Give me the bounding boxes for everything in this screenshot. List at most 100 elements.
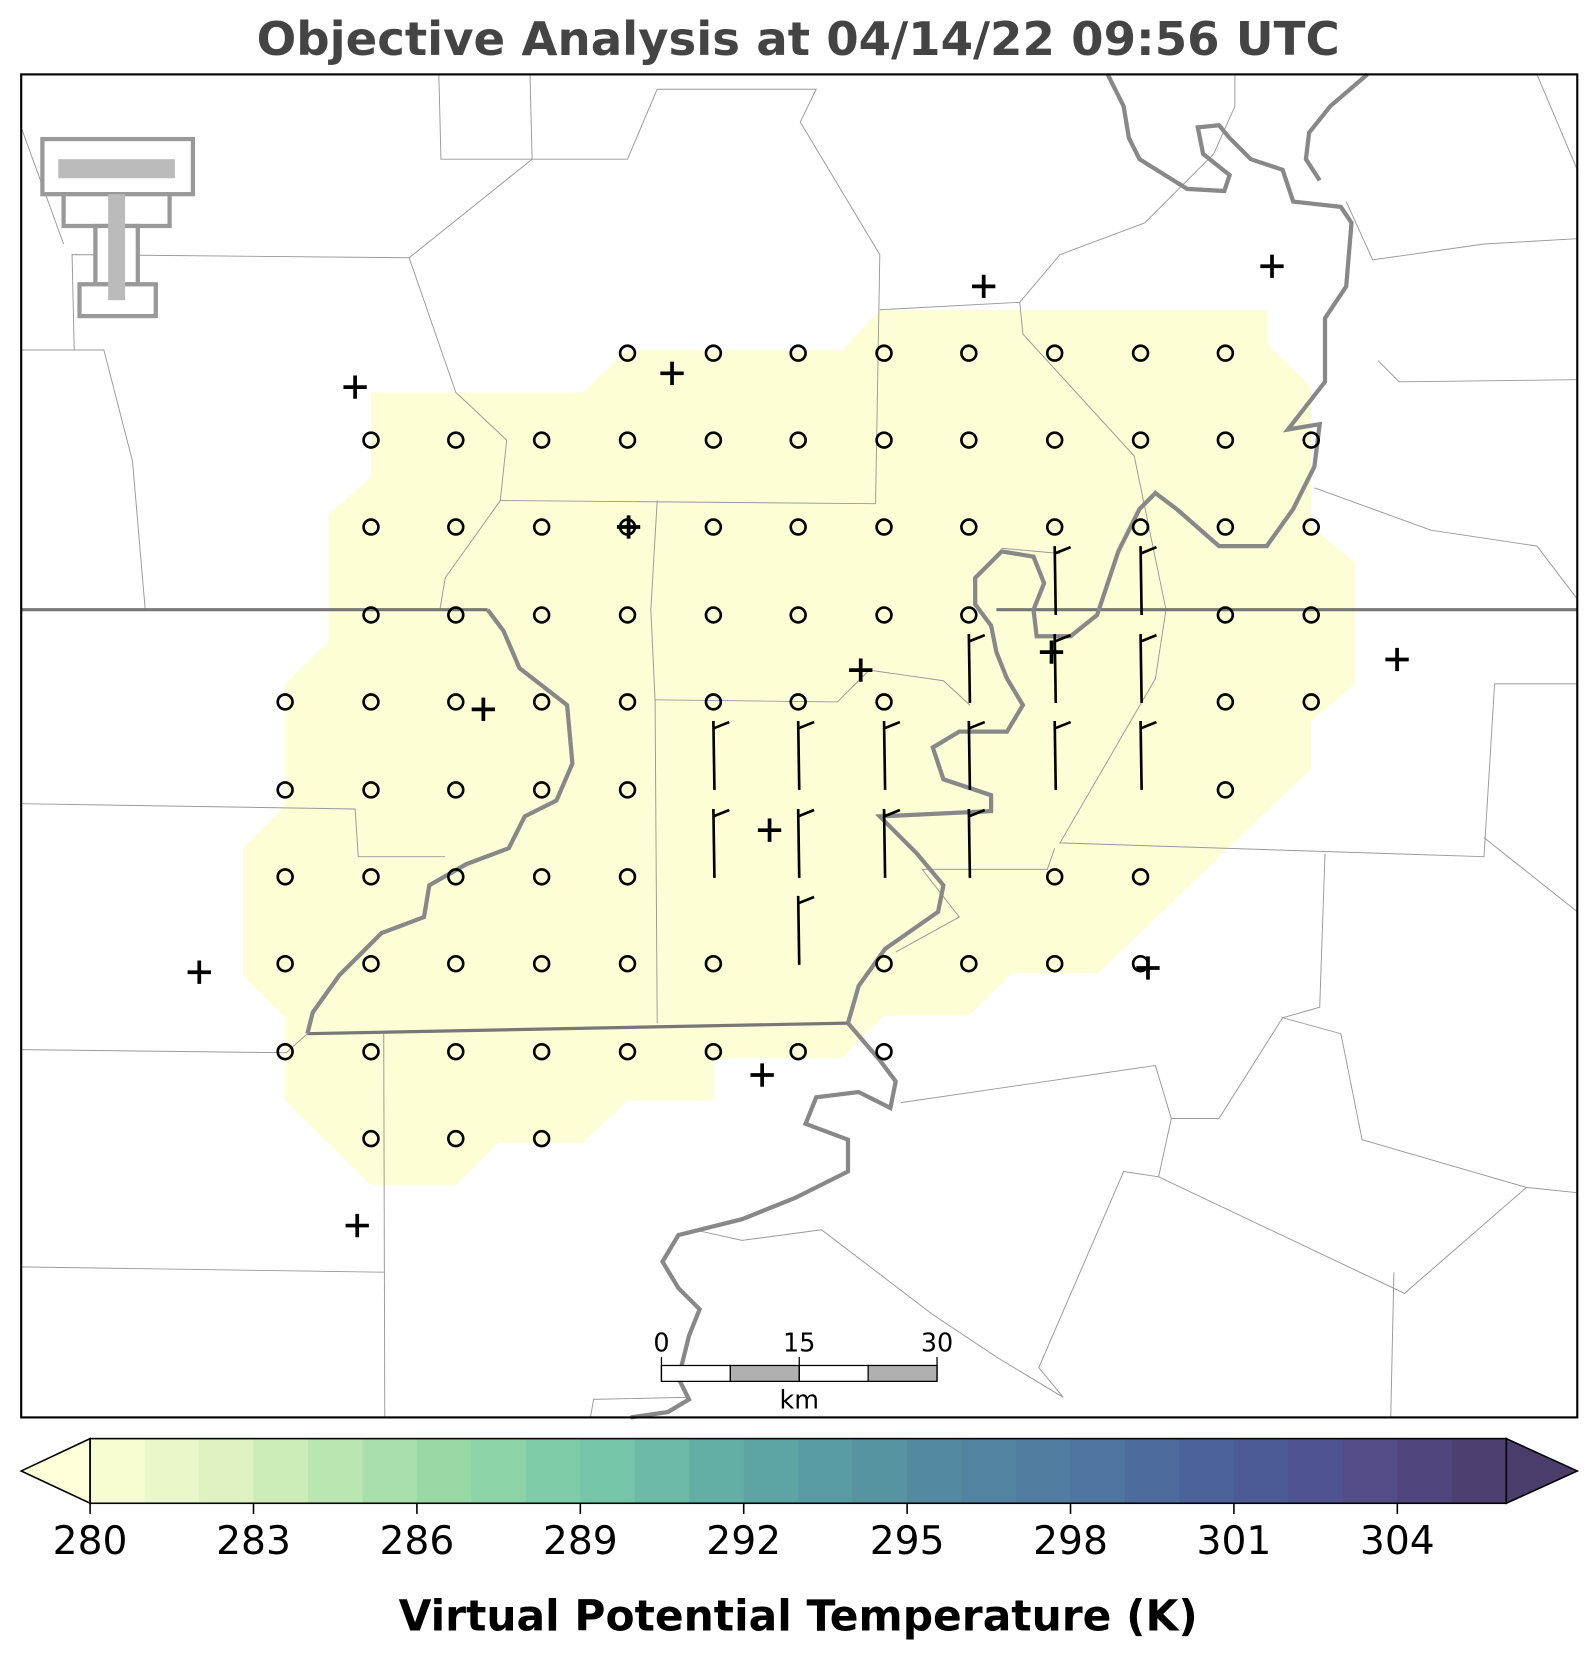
logo: [40, 136, 196, 319]
grid-point: [704, 1042, 723, 1061]
colorbar-bin: [253, 1438, 309, 1504]
colorbar-bin: [743, 1438, 799, 1504]
grid-point: [1302, 693, 1320, 711]
grid-point: [618, 606, 637, 624]
scale-segment: [660, 1364, 731, 1383]
colorbar-bin: [1233, 1438, 1289, 1504]
colorbar-tick-label: 286: [379, 1519, 454, 1564]
wind-barb: [796, 720, 801, 790]
station: [849, 658, 873, 682]
wind-barb-flag: [883, 808, 901, 818]
station: [616, 515, 641, 539]
grid-point: [362, 1129, 380, 1148]
colorbar-bin: [1179, 1438, 1235, 1504]
grid-point: [1131, 868, 1150, 886]
grid-point: [875, 606, 893, 624]
station: [1260, 254, 1284, 278]
colorbar-tick-label: 304: [1360, 1519, 1435, 1564]
scale-unit: km: [779, 1385, 819, 1415]
grid-point: [276, 781, 294, 799]
colorbar: 280 283 286 289 292 295 298 301 304: [19, 1437, 1580, 1564]
colorbar-bin: [798, 1438, 854, 1504]
colorbar-frame: [89, 1437, 1508, 1505]
grid-point: [1045, 518, 1064, 536]
grid-point: [875, 693, 893, 711]
grid-point: [362, 606, 380, 624]
grid-point: [1045, 868, 1064, 886]
colorbar-bin: [525, 1438, 581, 1504]
grid-point: [704, 518, 723, 536]
wind-barb-flag: [883, 720, 901, 730]
colorbar-tick-label: 301: [1197, 1519, 1272, 1564]
grid-point: [447, 868, 465, 886]
grid-point: [704, 431, 723, 449]
grid-point: [960, 431, 978, 449]
colorbar-bin: [1342, 1438, 1398, 1504]
grid-point: [532, 1042, 551, 1061]
colorbar-bin: [307, 1438, 363, 1504]
station: [750, 1063, 774, 1087]
colorbar-tick-label: 289: [543, 1519, 618, 1564]
grid-point: [447, 954, 465, 973]
grid-point: [447, 1042, 465, 1061]
wind-barb: [1139, 720, 1143, 790]
scale-segment: [798, 1364, 869, 1383]
colorbar-bin: [1288, 1438, 1344, 1504]
grid-point: [704, 954, 723, 973]
wind-barb-flag: [1140, 633, 1157, 643]
colorbar-bin: [362, 1438, 418, 1504]
station: [972, 274, 996, 299]
wind-barb-flag: [712, 808, 730, 818]
wind-barb-flag: [797, 895, 815, 905]
station: [187, 960, 211, 984]
grid-point: [618, 868, 637, 886]
wind-barb: [796, 895, 801, 965]
grid-point: [276, 868, 294, 886]
state-border: [307, 1021, 849, 1036]
map: 0 15 30 km: [20, 72, 1579, 1420]
grid-point: [1131, 344, 1150, 362]
grid-point: [618, 954, 637, 973]
grid-point: [362, 518, 380, 536]
grid-point: [447, 606, 465, 624]
grid-point: [447, 781, 465, 799]
scale-tick-label: 0: [653, 1327, 669, 1357]
wind-barb-flag: [1054, 545, 1072, 555]
grid-point: [618, 1042, 637, 1061]
wind-barb-flag: [797, 720, 815, 730]
grid-point: [1302, 431, 1320, 449]
grid-point: [276, 954, 294, 973]
wind-barb: [967, 634, 972, 704]
colorbar-tick-label: 298: [1033, 1519, 1108, 1564]
grid-point: [875, 518, 893, 536]
grid-point: [704, 693, 723, 711]
grid-point: [1302, 518, 1320, 536]
grid-point: [362, 1042, 380, 1061]
colorbar-bin: [852, 1438, 908, 1504]
wind-barb: [1053, 634, 1058, 704]
grid-point: [875, 954, 893, 973]
grid-point: [960, 606, 978, 624]
grid-point: [447, 693, 465, 711]
station: [757, 818, 782, 842]
grid-point: [618, 781, 637, 799]
colorbar-label: Virtual Potential Temperature (K): [399, 1591, 1198, 1640]
wind-barb: [712, 808, 716, 878]
colorbar-tick-label: 292: [706, 1519, 781, 1564]
grid-point: [789, 1042, 807, 1061]
colorbar-bin: [634, 1438, 690, 1504]
grid-point: [532, 868, 551, 886]
scale-segment: [867, 1364, 938, 1383]
station: [471, 697, 496, 721]
grid-point: [362, 431, 380, 449]
grid-point: [532, 781, 551, 799]
grid-point: [1131, 431, 1150, 449]
grid-point: [532, 431, 551, 449]
grid-point: [789, 518, 807, 536]
wind-barb-flag: [1054, 633, 1072, 643]
grid-point: [1131, 518, 1150, 536]
grid-point: [618, 693, 637, 711]
grid-point: [447, 431, 465, 449]
grid-point: [1216, 781, 1235, 799]
grid-point: [960, 518, 978, 536]
